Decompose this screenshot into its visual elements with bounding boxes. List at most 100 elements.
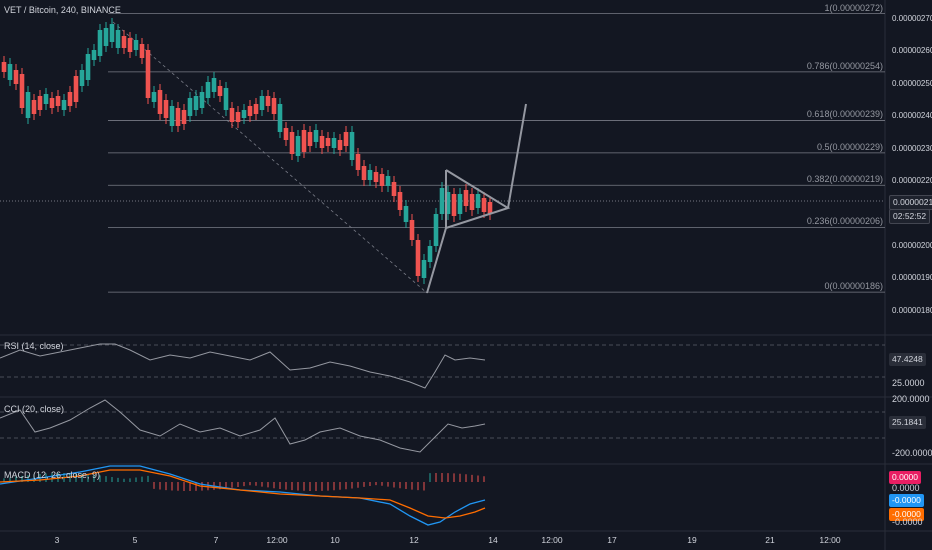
cci-upper-label: 200.0000 — [892, 394, 930, 404]
price-axis-label: 0.00000240 — [892, 111, 932, 121]
candle-body — [67, 92, 73, 106]
time-axis-label: 21 — [765, 535, 775, 545]
candle-body — [61, 100, 67, 110]
candle-body — [469, 194, 475, 210]
candle-body — [421, 260, 427, 278]
candle-body — [463, 190, 469, 206]
candle-body — [217, 86, 223, 96]
candle-body — [157, 90, 163, 114]
trend-line — [112, 21, 428, 294]
price-axis-label: 0.00000230 — [892, 143, 932, 153]
candle-body — [349, 132, 355, 160]
candle-body — [451, 194, 457, 216]
time-axis-label: 12:00 — [541, 535, 563, 545]
candle-body — [313, 130, 319, 142]
candle-body — [265, 96, 271, 106]
candle-body — [259, 96, 265, 110]
candle-body — [73, 76, 79, 102]
macd-lower-label: -0.0000 — [892, 517, 923, 527]
price-axis-label: 0.00000190 — [892, 273, 932, 283]
fib-level-label: 0.786(0.00000254) — [806, 60, 883, 71]
candle-body — [241, 110, 247, 118]
candle-body — [403, 206, 409, 222]
candle-body — [97, 30, 103, 56]
macd-line-tag: -0.0000 — [889, 494, 924, 507]
candle-body — [139, 44, 145, 58]
time-axis-label: 7 — [213, 535, 219, 545]
candle-body — [283, 128, 289, 140]
macd-signal-tag: -0.0000 — [889, 508, 924, 521]
fibonacci-retracement[interactable] — [0, 13, 885, 294]
candle-body — [343, 132, 349, 146]
candle-body — [121, 36, 127, 48]
macd-line — [0, 465, 486, 526]
candle-body — [439, 188, 445, 214]
rsi-level-label: 25.0000 — [892, 378, 925, 388]
cci-line — [0, 399, 486, 453]
candle-body — [487, 202, 493, 214]
cci-title: CCI (20, close) — [4, 404, 65, 414]
cci-value-tag: 25.1841 — [889, 416, 926, 429]
price-axis-label: 0.00000250 — [892, 78, 932, 88]
price-axis-label: 0.00000200 — [892, 240, 932, 250]
fib-level-label: 0.618(0.00000239) — [806, 109, 883, 120]
price-axis-label: 0.00000220 — [892, 176, 932, 185]
candle-body — [55, 96, 61, 106]
candle-body — [79, 70, 85, 86]
flagpole-drawing — [426, 227, 447, 294]
candle-body — [7, 64, 13, 80]
candle-body — [481, 198, 487, 212]
candle-body — [253, 104, 259, 114]
candle-body — [415, 240, 421, 276]
candle-body — [115, 30, 121, 48]
macd-title: MACD (12, 26, close, 9) — [4, 470, 101, 480]
candle-body — [355, 154, 361, 170]
candle-body — [301, 130, 307, 152]
candle-body — [199, 92, 205, 108]
candle-body — [385, 176, 391, 186]
candle-body — [25, 92, 31, 118]
candle-body — [367, 170, 373, 180]
candle-body — [163, 100, 169, 118]
macd-hist-tag: 0.0000 — [889, 471, 921, 484]
candle-body — [235, 112, 241, 122]
current-price-tag: 0.00000215 — [889, 195, 932, 210]
candle-body — [409, 220, 415, 240]
rsi-pane — [0, 343, 885, 389]
macd-upper-label: 0.0000 — [892, 483, 920, 493]
candle-body — [373, 172, 379, 182]
candle-body — [181, 110, 187, 124]
time-axis-label: 12:00 — [819, 535, 841, 545]
candle-body — [277, 104, 283, 132]
candle-body — [187, 98, 193, 116]
price-axis-label: 0.00000260 — [892, 46, 932, 56]
candle-body — [427, 246, 433, 262]
fib-level-label: 0.236(0.00000206) — [806, 216, 883, 227]
candle-body — [193, 96, 199, 110]
macd-pane — [0, 465, 486, 526]
candle-body — [31, 100, 37, 114]
candle-body — [295, 136, 301, 156]
candle-body — [103, 28, 109, 46]
time-axis-label: 14 — [488, 535, 498, 545]
candle-body — [109, 24, 115, 42]
fib-level-label: 0.382(0.00000219) — [806, 174, 883, 185]
candle-body — [211, 78, 217, 92]
candle-body — [151, 92, 157, 102]
rsi-value-tag: 47.4248 — [889, 353, 926, 366]
drawing-tools[interactable] — [426, 103, 527, 294]
candle-body — [271, 98, 277, 114]
candle-body — [85, 54, 91, 80]
candle-body — [49, 98, 55, 108]
rsi-title: RSI (14, close) — [4, 341, 64, 351]
candle-body — [397, 192, 403, 210]
symbol-title: VET / Bitcoin, 240, BINANCE — [4, 5, 121, 15]
candle-body — [91, 50, 97, 60]
candle-body — [37, 96, 43, 110]
candle-body — [289, 132, 295, 154]
candle-body — [169, 106, 175, 126]
candle-body — [307, 132, 313, 146]
fib-level-label: 0.5(0.00000229) — [816, 141, 883, 152]
candle-body — [19, 74, 25, 108]
